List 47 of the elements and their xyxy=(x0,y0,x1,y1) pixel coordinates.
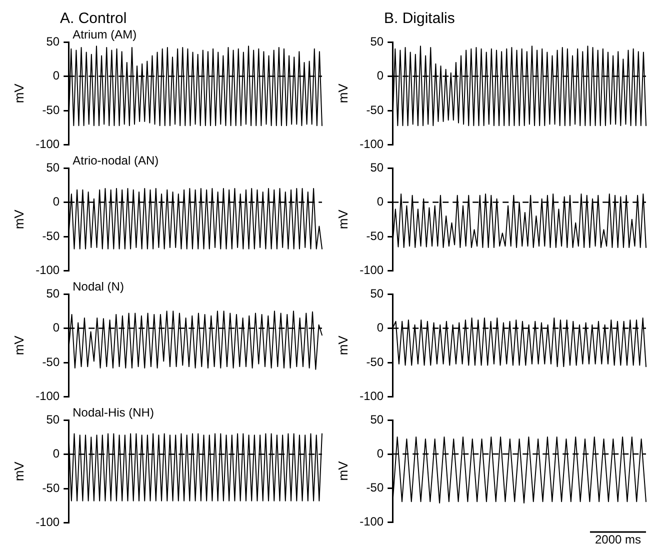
y-tick-label: 50 xyxy=(46,34,60,48)
y-tick-label: 0 xyxy=(376,320,384,335)
y-tick-label: -100 xyxy=(360,137,384,152)
text: 2000 ms xyxy=(594,532,642,546)
chart-subtitle: Nodal (N) xyxy=(72,279,124,294)
y-tick-label: 0 xyxy=(52,320,60,335)
y-tick-label: 50 xyxy=(370,286,384,300)
chart-subtitle: Atrium (AM) xyxy=(72,27,137,42)
y-tick-label: 0 xyxy=(376,68,384,83)
y-tick-label: -100 xyxy=(360,389,384,404)
y-tick-label: 50 xyxy=(46,160,60,174)
y-tick-label: -100 xyxy=(36,263,60,278)
y-tick-label: -100 xyxy=(36,137,60,152)
chart-title: B. Digitalis xyxy=(383,9,456,29)
y-axis-title: mV xyxy=(11,209,26,230)
y-tick-label: -100 xyxy=(360,263,384,278)
y-tick-label: 0 xyxy=(52,68,60,83)
y-tick-label: -50 xyxy=(366,102,384,117)
y-tick-label: -50 xyxy=(366,480,384,494)
y-tick-label: 50 xyxy=(46,412,60,426)
y-tick-label: 0 xyxy=(52,446,60,461)
y-tick-label: 0 xyxy=(376,194,384,209)
y-axis-title: mV xyxy=(11,335,26,356)
y-tick-label: 50 xyxy=(370,160,384,174)
y-tick-label: 50 xyxy=(370,34,384,48)
y-axis-title: mV xyxy=(335,335,350,356)
y-tick-label: -50 xyxy=(42,102,60,117)
chart-subtitle: Nodal-His (NH) xyxy=(72,405,154,420)
y-tick-label: -50 xyxy=(366,354,384,369)
y-tick-label: 0 xyxy=(376,446,384,460)
y-tick-label: -50 xyxy=(42,228,60,243)
y-axis-title: mV xyxy=(335,83,350,104)
y-tick-label: -100 xyxy=(36,389,60,404)
y-axis-title: mV xyxy=(11,83,26,104)
y-tick-label: -50 xyxy=(42,354,60,369)
y-tick-label: 50 xyxy=(46,286,60,300)
chart-subtitle: Atrio-nodal (AN) xyxy=(72,153,159,168)
y-tick-label: -100 xyxy=(36,515,60,530)
chart-title: A. Control xyxy=(60,10,127,27)
y-axis-title: mV xyxy=(11,461,26,482)
y-tick-label: 0 xyxy=(52,194,60,209)
y-axis-title: mV xyxy=(335,209,350,230)
y-tick-label: -50 xyxy=(42,480,60,495)
y-axis-title: mV xyxy=(335,460,350,481)
y-tick-label: -100 xyxy=(360,514,384,528)
y-tick-label: 50 xyxy=(370,412,384,426)
y-tick-label: -50 xyxy=(366,228,384,243)
